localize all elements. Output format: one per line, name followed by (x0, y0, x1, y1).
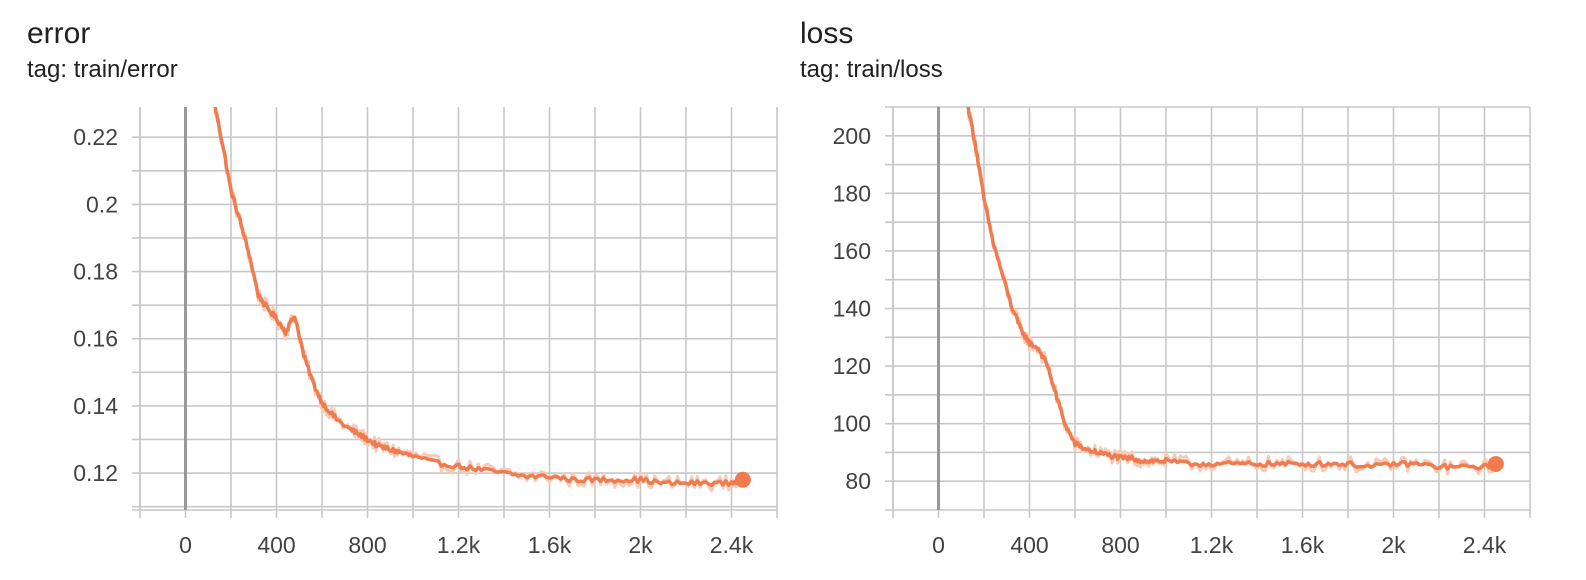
x-tick-label: 1.6k (528, 532, 572, 558)
y-tick-label: 140 (833, 296, 871, 322)
x-tick-label: 2.4k (1463, 532, 1507, 558)
grid (885, 106, 1531, 518)
series-raw-line (966, 107, 1497, 476)
chart-tag: tag: train/error (27, 56, 178, 83)
x-tick-label: 1.2k (437, 532, 481, 558)
error-chart-panel: error tag: train/error 0 400 800 1.2k 1.6k 2k… (0, 0, 780, 580)
last-point-marker (1487, 455, 1504, 472)
chart-title: error (27, 17, 91, 50)
y-tick-label: 0.12 (73, 460, 118, 486)
loss-chart: 0 400 800 1.2k 1.6k 2k 2.4k 80 100 120 140 160 180 20… (833, 106, 1531, 558)
chart-title: loss (800, 17, 854, 50)
y-tick-label: 80 (845, 468, 871, 494)
x-tick-label: 2.4k (710, 532, 754, 558)
y-tick-label: 160 (833, 238, 871, 264)
x-tick-label: 800 (1101, 532, 1139, 558)
grid (132, 107, 778, 518)
x-tick-label: 800 (348, 532, 386, 558)
x-tick-label: 0 (932, 532, 945, 558)
y-tick-label: 120 (833, 353, 871, 379)
series-raw-line (213, 107, 745, 493)
y-tick-label: 0.2 (86, 191, 118, 217)
x-tick-label: 0 (179, 532, 192, 558)
y-tick-label: 0.16 (73, 326, 118, 352)
y-tick-label: 0.14 (73, 393, 118, 419)
y-tick-label: 0.22 (73, 124, 118, 150)
x-tick-label: 2k (1381, 532, 1406, 558)
series-smoothed-line (966, 107, 1497, 471)
loss-chart-panel: loss tag: train/loss 0 400 800 1.2k 1.6k 2k 2.… (780, 0, 1560, 580)
x-tick-label: 400 (1010, 532, 1048, 558)
x-tick-label: 1.2k (1190, 532, 1234, 558)
x-tick-label: 1.6k (1281, 532, 1325, 558)
y-tick-label: 0.18 (73, 259, 118, 285)
series (966, 107, 1497, 476)
x-tick-label: 400 (257, 532, 295, 558)
y-tick-label: 200 (833, 123, 871, 149)
x-tick-label: 2k (628, 532, 653, 558)
last-point-marker (734, 471, 751, 488)
series-smoothed-line (213, 107, 744, 488)
y-tick-label: 180 (833, 180, 871, 206)
y-tick-label: 100 (833, 411, 871, 437)
series (213, 107, 745, 493)
error-chart: 0 400 800 1.2k 1.6k 2k 2.4k 0.12 0.14 0.16 0.18 0.2… (73, 107, 778, 558)
chart-tag: tag: train/loss (800, 56, 943, 83)
